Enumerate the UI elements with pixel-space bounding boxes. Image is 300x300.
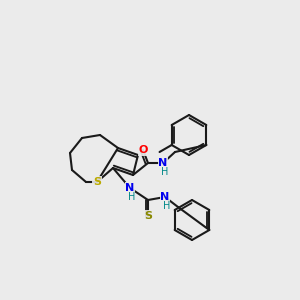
Text: N: N <box>158 158 168 168</box>
Text: H: H <box>163 201 171 211</box>
Text: N: N <box>125 183 135 193</box>
Text: N: N <box>160 192 169 202</box>
Text: H: H <box>128 192 136 202</box>
Text: S: S <box>144 211 152 221</box>
Text: O: O <box>138 145 148 155</box>
Text: S: S <box>93 177 101 187</box>
Text: H: H <box>161 167 169 177</box>
